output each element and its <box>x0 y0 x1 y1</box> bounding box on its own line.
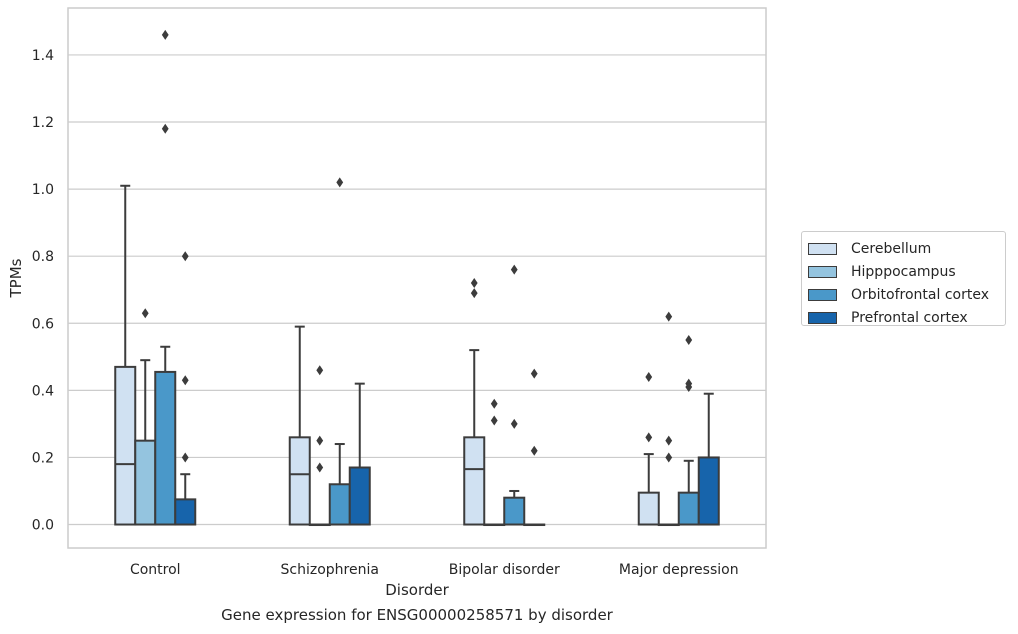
legend-label: Hipppocampus <box>851 263 956 280</box>
y-tick-label: 1.2 <box>32 115 54 131</box>
outlier-point <box>490 398 498 409</box>
legend-item: Hipppocampus <box>808 260 1005 283</box>
box-prefrontal-cortex <box>697 392 720 526</box>
outlier-point <box>490 415 498 426</box>
outlier-point <box>665 435 673 446</box>
y-tick-label: 0.8 <box>32 249 54 265</box>
legend-swatch <box>808 311 837 324</box>
y-tick-label: 0.6 <box>32 316 54 332</box>
box-body <box>154 370 177 526</box>
box-body <box>134 439 157 526</box>
x-tick-label: Control <box>130 562 181 578</box>
legend-swatch <box>808 242 837 255</box>
y-tick-label: 0.0 <box>32 518 54 534</box>
outlier-point <box>316 365 324 376</box>
box-body <box>174 498 197 526</box>
outlier-point <box>470 278 478 289</box>
y-tick-label: 1.4 <box>32 48 54 64</box>
legend-item: Prefrontal cortex <box>808 306 1005 329</box>
outlier-point <box>161 29 169 40</box>
box-body <box>697 456 720 526</box>
y-tick-label: 0.2 <box>32 450 54 466</box>
legend-item: Orbitofrontal cortex <box>808 283 1005 306</box>
y-tick-label: 1.0 <box>32 182 54 198</box>
legend-label: Orbitofrontal cortex <box>851 286 989 303</box>
legend-label: Cerebellum <box>851 240 932 257</box>
outlier-point <box>685 382 693 393</box>
x-axis-label: Disorder <box>385 581 449 599</box>
x-tick-label: Major depression <box>619 562 739 578</box>
boxes <box>114 29 720 527</box>
legend-item: Cerebellum <box>808 237 1005 260</box>
box-hipppocampus <box>134 308 157 526</box>
box-prefrontal-cortex <box>523 368 546 527</box>
outlier-point <box>665 311 673 322</box>
outlier-point <box>161 123 169 134</box>
chart-caption: Gene expression for ENSG00000258571 by d… <box>221 606 613 624</box>
box-hipppocampus <box>657 311 680 527</box>
outlier-point <box>316 435 324 446</box>
outlier-point <box>181 375 189 386</box>
outlier-point <box>336 177 344 188</box>
box-body <box>348 466 371 526</box>
box-cerebellum <box>637 371 660 526</box>
legend-swatch <box>808 288 837 301</box>
legend-swatch <box>808 265 837 278</box>
box-cerebellum <box>114 184 137 526</box>
outlier-point <box>510 418 518 429</box>
legend-label: Prefrontal cortex <box>851 309 968 326</box>
outlier-point <box>470 288 478 299</box>
box-cerebellum <box>288 325 311 526</box>
outlier-point <box>510 264 518 275</box>
box-body <box>677 491 700 526</box>
box-orbitofrontal-cortex <box>677 335 700 526</box>
box-body <box>328 483 351 526</box>
plot-frame <box>67 7 767 549</box>
x-tick-label: Bipolar disorder <box>449 562 560 578</box>
box-body <box>463 436 486 526</box>
box-orbitofrontal-cortex <box>154 29 177 526</box>
outlier-point <box>645 432 653 443</box>
box-prefrontal-cortex <box>348 382 371 526</box>
box-orbitofrontal-cortex <box>328 177 351 526</box>
y-tick-label: 0.4 <box>32 383 54 399</box>
outlier-point <box>316 462 324 473</box>
box-hipppocampus <box>483 398 506 527</box>
box-body <box>637 491 660 526</box>
box-body <box>114 365 137 526</box>
box-body <box>503 496 526 526</box>
outlier-point <box>141 308 149 319</box>
outlier-point <box>665 452 673 463</box>
box-hipppocampus <box>308 365 331 527</box>
x-tick-labels: Control Schizophrenia Bipolar disorder Majo… <box>130 562 739 578</box>
outlier-point <box>181 251 189 262</box>
box-orbitofrontal-cortex <box>503 264 526 526</box>
outlier-point <box>181 452 189 463</box>
outlier-point <box>685 335 693 346</box>
legend: Cerebellum Hipppocampus Orbitofrontal cort… <box>801 231 1006 326</box>
y-tick-labels: 0.0 0.2 0.4 0.6 0.8 1.0 1.2 1.4 <box>32 48 54 534</box>
outlier-point <box>530 368 538 379</box>
x-tick-label: Schizophrenia <box>281 562 379 578</box>
outlier-point <box>645 371 653 382</box>
y-axis-label: TPMs <box>7 258 25 298</box>
box-body <box>288 436 311 526</box>
box-cerebellum <box>463 278 486 526</box>
outlier-point <box>530 445 538 456</box>
box-prefrontal-cortex <box>174 251 197 526</box>
